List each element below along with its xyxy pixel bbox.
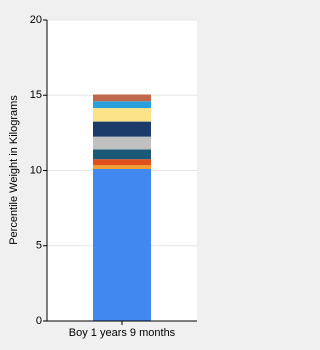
chart: Percentile Weight in Kilograms 0 5 10 15 20 B… bbox=[8, 14, 197, 339]
y-tick-label: 15 bbox=[30, 89, 42, 101]
y-tick-label: 0 bbox=[36, 315, 42, 327]
bar-segment bbox=[93, 168, 151, 321]
bar-segment bbox=[93, 121, 151, 137]
y-tick-label: 20 bbox=[30, 14, 42, 26]
bar-segment bbox=[93, 165, 151, 169]
marks bbox=[47, 19, 197, 322]
bar-segment bbox=[93, 101, 151, 109]
bar-segment bbox=[93, 149, 151, 160]
x-tick-label: Boy 1 years 9 months bbox=[69, 327, 176, 339]
y-tick-label: 10 bbox=[30, 164, 42, 176]
bar-segment bbox=[93, 108, 151, 122]
bar-segment bbox=[93, 136, 151, 150]
y-axis-label: Percentile Weight in Kilograms bbox=[8, 95, 20, 245]
bar-segment bbox=[93, 94, 151, 102]
y-tick-label: 5 bbox=[36, 240, 42, 252]
bar-segment bbox=[93, 159, 151, 166]
